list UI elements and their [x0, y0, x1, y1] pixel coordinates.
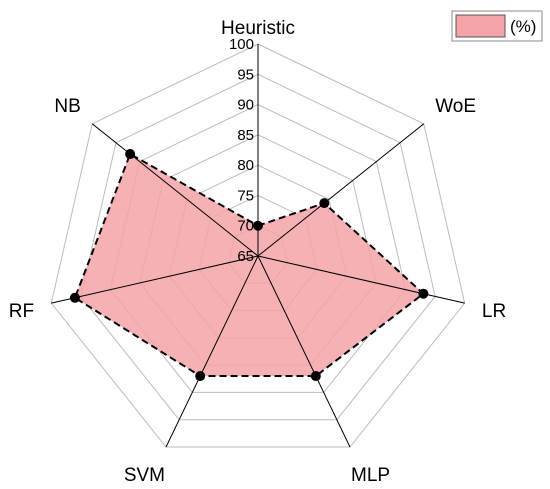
spoke-mlp	[257, 255, 351, 448]
grid-ring	[50, 43, 466, 448]
data-point-woe	[319, 198, 330, 209]
data-point-mlp	[310, 371, 321, 382]
category-labels: Heuristic WoE LR MLP SVM RF NB	[9, 18, 506, 486]
category-label-rf: RF	[9, 301, 34, 322]
radial-tick-labels: 65 70 75 80 85 90 95 100	[229, 36, 254, 265]
tick-label: 75	[237, 187, 254, 204]
data-point-svm	[195, 371, 206, 382]
category-label-nb: NB	[54, 96, 80, 117]
category-label-mlp: MLP	[351, 465, 390, 486]
data-point-lr	[418, 288, 429, 299]
radar-series	[73, 152, 425, 378]
tick-label: 80	[237, 157, 254, 174]
tick-label: 65	[237, 248, 254, 265]
data-point-rf	[69, 292, 80, 303]
spoke-rf	[51, 255, 259, 304]
data-point-nb	[125, 149, 136, 160]
category-label-svm: SVM	[124, 465, 165, 486]
tick-label: 95	[237, 66, 254, 83]
spoke-nb	[91, 123, 259, 257]
spoke-woe	[257, 123, 425, 257]
tick-label: 85	[237, 127, 254, 144]
category-label-woe: WoE	[435, 96, 476, 117]
legend-label: (%)	[510, 17, 536, 36]
spoke-svm	[165, 255, 259, 448]
legend-swatch	[455, 14, 506, 38]
category-label-heuristic: Heuristic	[221, 18, 295, 39]
tick-label: 90	[237, 97, 254, 114]
radar-markers	[69, 149, 429, 382]
grid-ring	[80, 73, 436, 421]
legend: (%)	[451, 10, 543, 42]
category-label-lr: LR	[482, 301, 506, 322]
tick-label: 70	[237, 218, 254, 235]
radar-spokes	[51, 44, 465, 448]
spoke-lr	[257, 255, 465, 304]
data-point-heuristic	[253, 220, 263, 231]
tick-label: 100	[229, 36, 254, 53]
series-area	[73, 152, 425, 378]
